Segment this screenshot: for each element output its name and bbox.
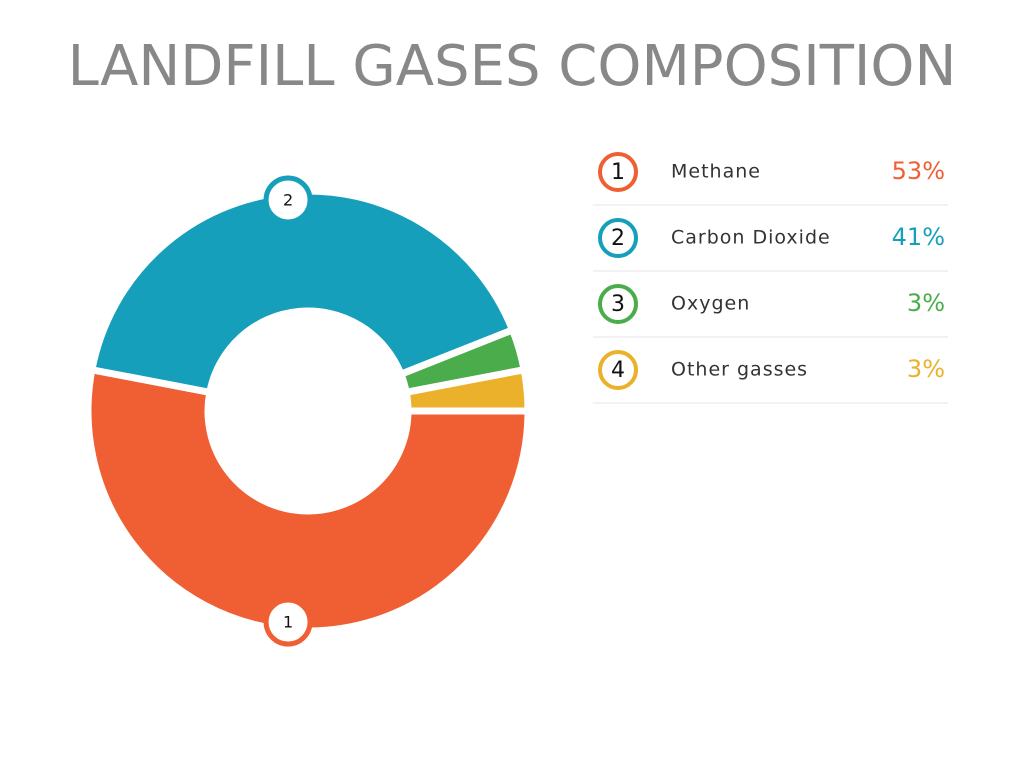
legend-marker [598,284,638,324]
legend-value: 41% [892,223,945,251]
donut-slice [84,365,532,635]
legend-label: Other gasses [671,359,808,381]
legend-marker [598,152,638,192]
legend-number: 2 [611,226,625,251]
legend-value: 3% [907,289,945,317]
donut-slice [402,365,532,415]
donut-slice [87,187,518,397]
legend-value: 53% [892,157,945,185]
slice-marker [263,175,313,225]
slice-number: 2 [283,190,293,209]
legend-label: Oxygen [671,293,750,315]
legend-label: Carbon Dioxide [671,227,831,249]
legend-marker [598,350,638,390]
slice-number: 1 [283,613,293,632]
legend-number: 4 [611,358,625,383]
legend-label: Methane [671,161,761,183]
legend-value: 3% [907,355,945,383]
legend-marker [598,218,638,258]
legend-number: 1 [611,160,625,185]
slice-marker [263,597,313,647]
legend-number: 3 [611,292,625,317]
chart-title: LANDFILL GASES COMPOSITION [68,34,957,99]
